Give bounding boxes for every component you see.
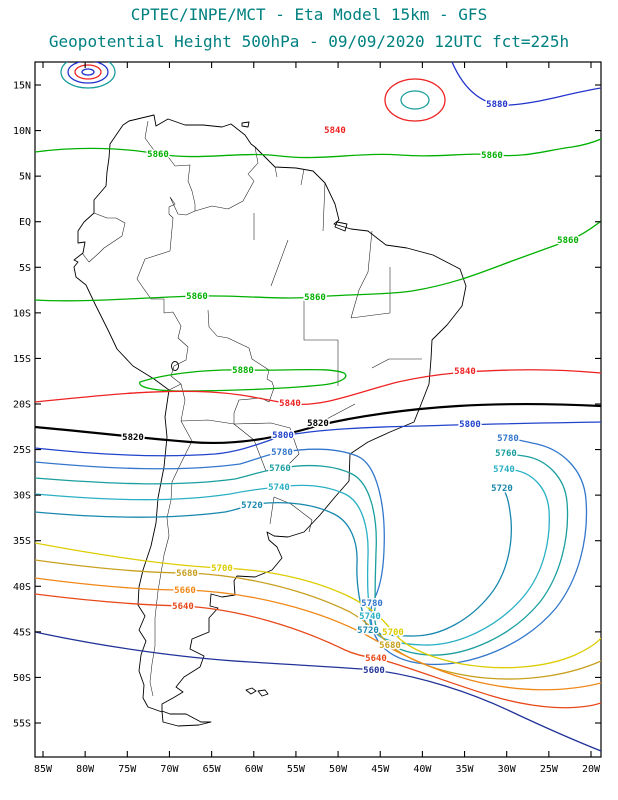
coastline-islands — [161, 121, 348, 727]
contour-label-5760: 5760 — [495, 449, 517, 459]
lon-label: 75W — [118, 764, 137, 775]
lon-label: 65W — [203, 764, 222, 775]
lon-label: 30W — [498, 764, 517, 775]
contour-label-5880: 5880 — [486, 100, 508, 110]
lat-label: 45S — [13, 627, 31, 638]
lon-label: 55W — [287, 764, 306, 775]
contour-label-5820: 5820 — [122, 433, 144, 443]
lon-label: 45W — [371, 764, 390, 775]
contour-label-5800: 5800 — [459, 420, 481, 430]
contour-label-5780: 5780 — [271, 448, 293, 458]
lat-label: 40S — [13, 582, 31, 593]
coastline-south-america — [73, 114, 467, 713]
contour-label-5720: 5720 — [357, 626, 379, 636]
chart-subtitle: Geopotential Height 500hPa - 09/09/2020 … — [49, 32, 569, 51]
contour-label-5700: 5700 — [211, 564, 233, 574]
corner-vortex-ring-3 — [74, 64, 102, 80]
country-borders — [81, 120, 422, 697]
contour-label-5840: 5840 — [279, 399, 301, 409]
contour-label-5820: 5820 — [307, 419, 329, 429]
contour-label-5840: 5840 — [324, 126, 346, 136]
contour-labels: 5880 5840 5860 5860 5860 5860 5860 5880 5840 5840… — [121, 99, 581, 678]
contour-label-5740: 5740 — [359, 612, 381, 622]
contour-label-5800: 5800 — [272, 431, 294, 441]
lon-label: 80W — [76, 764, 95, 775]
lon-label: 35W — [456, 764, 475, 775]
contour-label-5780: 5780 — [497, 434, 519, 444]
contour-label-5840: 5840 — [454, 367, 476, 377]
closed-low-ring-inner — [400, 90, 430, 110]
contour-label-5680: 5680 — [379, 641, 401, 651]
lat-label: 10N — [13, 126, 31, 137]
contour-label-5880: 5880 — [232, 366, 254, 376]
contour-label-5860: 5860 — [186, 292, 208, 302]
lat-label: 50S — [13, 673, 31, 684]
contour-line-5760 — [35, 452, 569, 656]
contour-line-5860-north — [35, 138, 601, 159]
contour-line-5880 — [451, 62, 601, 106]
contour-line-5720 — [35, 487, 512, 637]
lat-label: 30S — [13, 491, 31, 502]
chart-title: CPTEC/INPE/MCT - Eta Model 15km - GFS — [131, 5, 487, 24]
axis-ticks — [35, 62, 601, 757]
contour-label-5860: 5860 — [557, 236, 579, 246]
map-frame — [34, 61, 602, 758]
axis-labels: 15N 10N 5N EQ 5S 10S 15S 20S 25S 30S 35S 40S 45S 50S 5… — [13, 81, 601, 776]
contour-label-5860: 5860 — [481, 151, 503, 161]
map-area — [35, 62, 601, 752]
lon-label: 70W — [160, 764, 179, 775]
contour-line-5660 — [35, 577, 601, 691]
contour-line-5700 — [35, 542, 601, 669]
contour-line-5820 — [35, 403, 601, 445]
corner-vortex-ring-1 — [60, 62, 116, 89]
contour-label-5740: 5740 — [493, 465, 515, 475]
lat-label: 5N — [19, 172, 31, 183]
contour-label-5640: 5640 — [172, 602, 194, 612]
lon-label: 20W — [582, 764, 601, 775]
lat-label: 10S — [13, 308, 31, 319]
lat-label: 25S — [13, 445, 31, 456]
contour-label-5860: 5860 — [147, 150, 169, 160]
contour-line-5840 — [35, 369, 601, 406]
lat-label: 55S — [13, 718, 31, 729]
contour-label-5680: 5680 — [176, 569, 198, 579]
contour-label-5740: 5740 — [268, 483, 290, 493]
lon-label: 60W — [245, 764, 264, 775]
contour-line-5740 — [35, 468, 550, 646]
lat-label: 5S — [19, 263, 31, 274]
contour-label-5720: 5720 — [241, 501, 263, 511]
lat-label: 15N — [13, 81, 31, 92]
corner-vortex-ring-4 — [81, 68, 95, 76]
contour-line-5800 — [35, 421, 601, 457]
closed-low-ring-outer — [384, 78, 446, 122]
lon-label: 40W — [413, 764, 432, 775]
lat-label: 20S — [13, 399, 31, 410]
lat-label: 15S — [13, 354, 31, 365]
contour-label-5660: 5660 — [174, 586, 196, 596]
corner-vortex-ring-2 — [67, 62, 109, 84]
contour-label-5700: 5700 — [382, 628, 404, 638]
contour-line-5860-central — [35, 220, 601, 302]
contour-label-5720: 5720 — [491, 484, 513, 494]
contour-label-5860: 5860 — [304, 293, 326, 303]
lat-label: EQ — [19, 217, 31, 228]
contour-label-5600: 5600 — [363, 666, 385, 676]
contour-line-5680 — [35, 559, 601, 680]
contour-label-5640: 5640 — [365, 654, 387, 664]
contour-line-5780 — [35, 437, 588, 666]
contour-line-5600 — [35, 631, 601, 752]
lon-label: 25W — [540, 764, 559, 775]
contour-label-5780: 5780 — [361, 599, 383, 609]
lon-label: 85W — [34, 764, 53, 775]
contour-label-5760: 5760 — [269, 464, 291, 474]
lon-label: 50W — [329, 764, 348, 775]
lake-titicaca — [171, 361, 179, 371]
contour-line-5640 — [35, 593, 601, 709]
lat-label: 35S — [13, 536, 31, 547]
